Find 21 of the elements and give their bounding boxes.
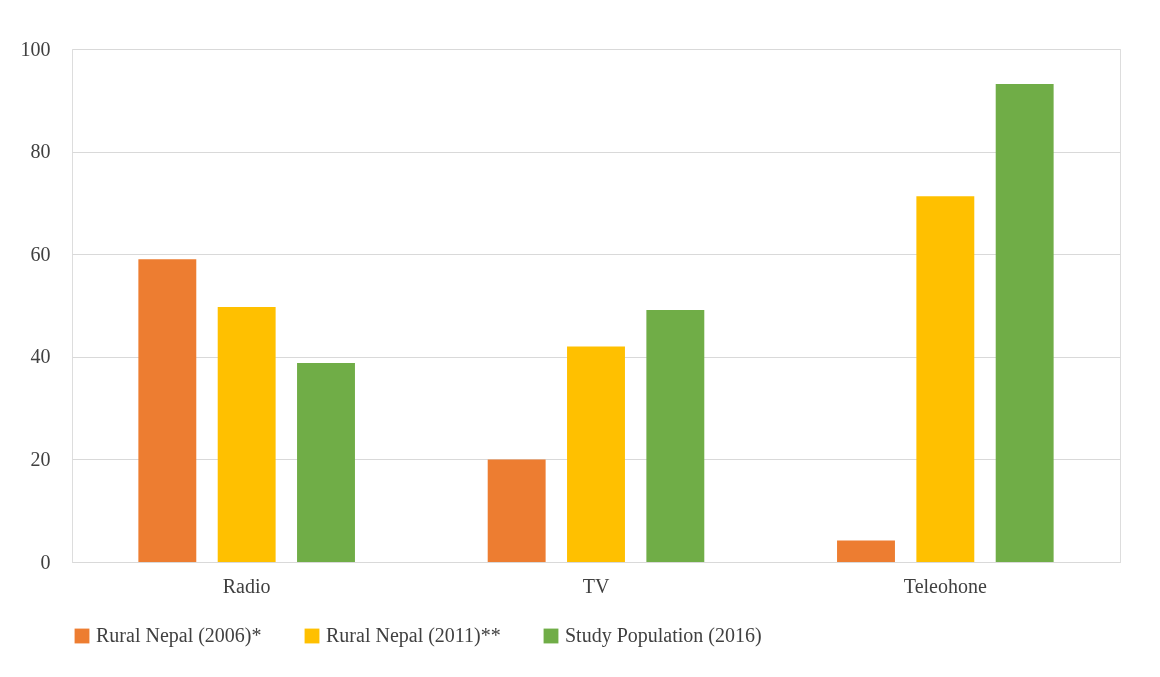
legend-label: Rural Nepal (2011)**: [326, 624, 501, 647]
y-tick-label: 100: [20, 37, 51, 60]
legend-label: Study Population (2016): [565, 624, 762, 647]
y-tick-label: 40: [30, 345, 51, 368]
bar: [995, 83, 1054, 562]
y-tick-label: 20: [30, 447, 51, 470]
x-tick-label: TV: [582, 574, 610, 597]
bar: [567, 346, 625, 562]
bar: [217, 307, 276, 562]
bar: [487, 459, 546, 562]
x-tick-label: Teleohone: [903, 574, 987, 597]
legend-label: Rural Nepal (2006)*: [96, 624, 262, 647]
y-tick-label: 0: [40, 550, 51, 573]
x-tick-label: Radio: [222, 574, 271, 597]
bar: [916, 196, 975, 562]
bar: [138, 259, 197, 562]
y-tick-label: 60: [30, 242, 51, 265]
bar: [297, 362, 355, 562]
y-tick-label: 80: [30, 140, 51, 163]
bar: [837, 540, 895, 562]
bar: [646, 310, 705, 562]
